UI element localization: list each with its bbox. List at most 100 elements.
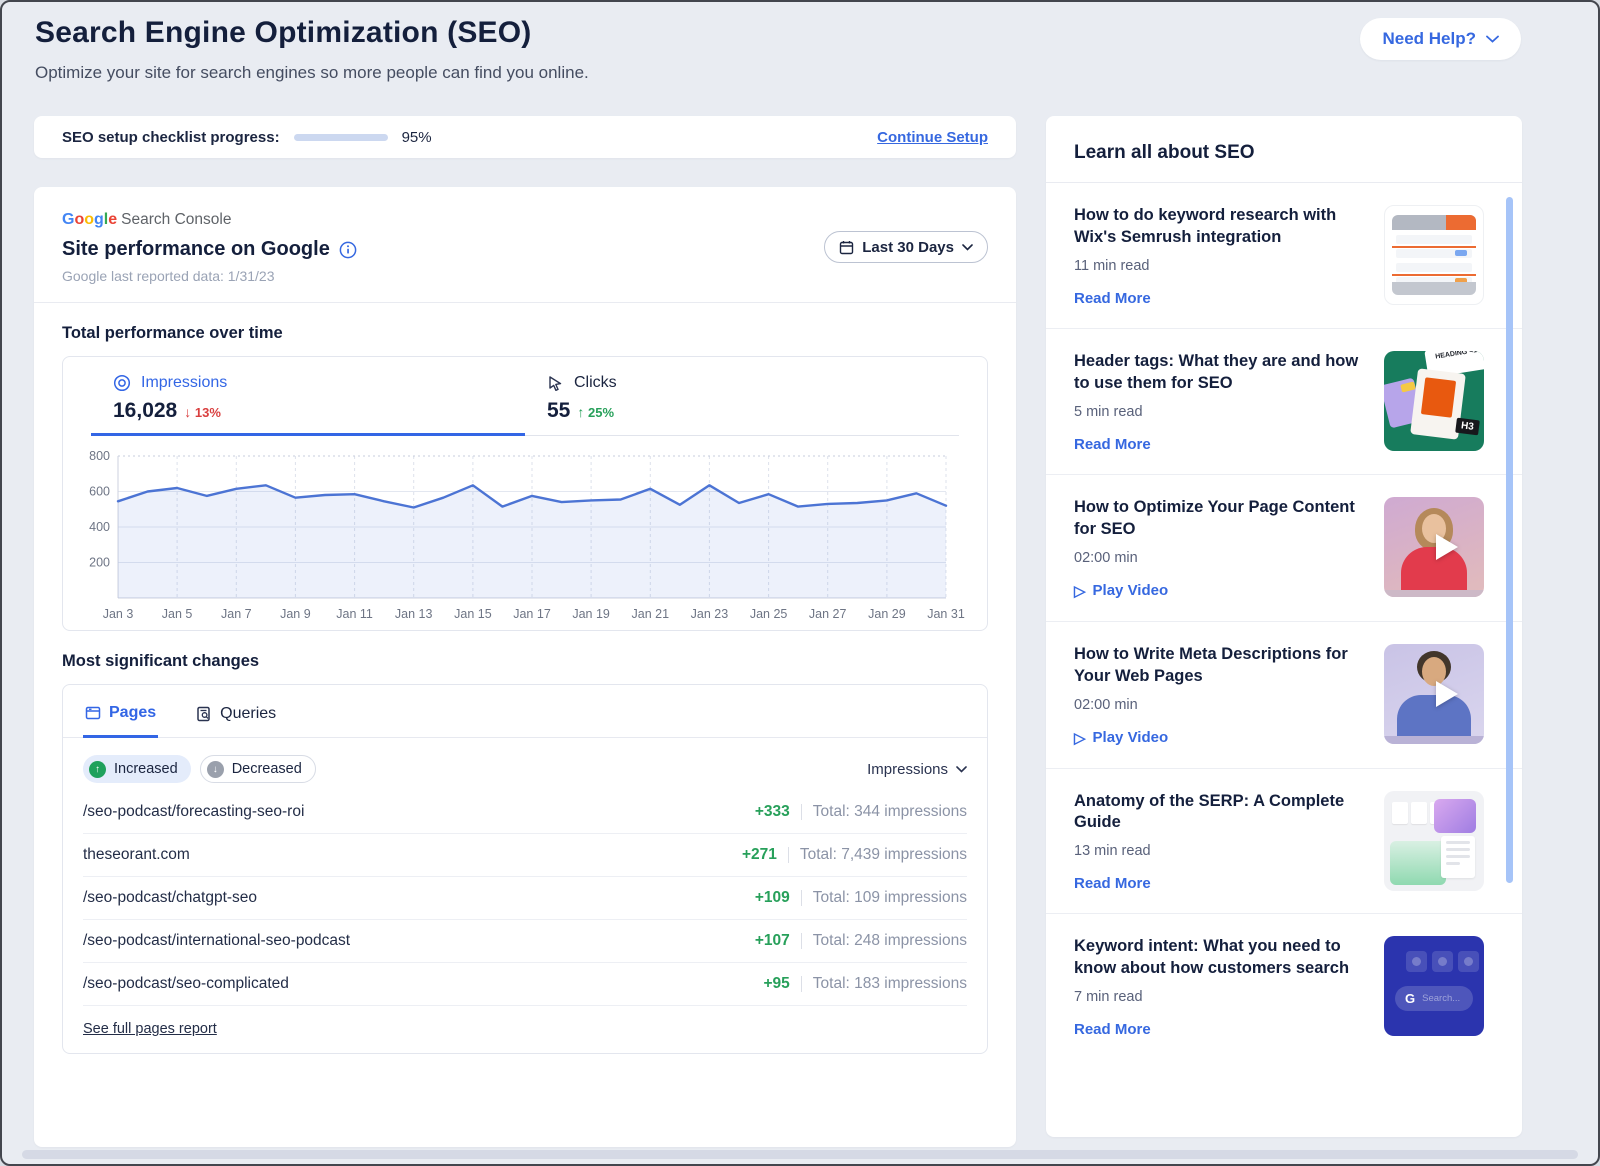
svg-text:Jan 31: Jan 31 bbox=[927, 607, 965, 621]
progress-bar bbox=[293, 133, 388, 141]
table-row[interactable]: /seo-podcast/seo-complicated +95 Total: 1… bbox=[83, 963, 967, 1006]
article-meta: 13 min read bbox=[1074, 843, 1151, 860]
pages-icon bbox=[85, 705, 101, 721]
need-help-button[interactable]: Need Help? bbox=[1360, 18, 1521, 60]
google-g-logo: G bbox=[1405, 991, 1416, 1007]
pages-tab-label: Pages bbox=[109, 704, 157, 721]
row-delta: +271 bbox=[741, 846, 777, 863]
article-title[interactable]: How to do keyword research with Wix's Se… bbox=[1074, 206, 1337, 246]
vertical-scrollbar[interactable] bbox=[1506, 197, 1513, 883]
progress-label: SEO setup checklist progress: bbox=[62, 128, 280, 146]
list-item: How to Optimize Your Page Content for SE… bbox=[1046, 475, 1522, 622]
google-logo-letter: G bbox=[62, 211, 75, 228]
info-icon[interactable] bbox=[339, 241, 357, 259]
clicks-label: Clicks bbox=[574, 374, 617, 391]
divider bbox=[800, 933, 802, 949]
table-row[interactable]: /seo-podcast/forecasting-seo-roi +333 Tot… bbox=[83, 791, 967, 834]
read-more-link[interactable]: Read More bbox=[1074, 875, 1151, 893]
svg-text:600: 600 bbox=[89, 485, 110, 499]
row-total: Total: 183 impressions bbox=[812, 975, 967, 992]
article-title[interactable]: How to Write Meta Descriptions for Your … bbox=[1074, 644, 1348, 685]
progress-percent: 95% bbox=[401, 128, 432, 146]
svg-text:Jan 5: Jan 5 bbox=[162, 607, 193, 621]
row-delta: +109 bbox=[754, 889, 790, 906]
filter-decreased[interactable]: ↓ Decreased bbox=[199, 755, 316, 783]
divider bbox=[800, 804, 802, 820]
article-meta: 11 min read bbox=[1074, 257, 1150, 274]
list-item: How to do keyword research with Wix's Se… bbox=[1046, 183, 1522, 329]
decreased-label: Decreased bbox=[231, 761, 302, 777]
svg-text:Jan 3: Jan 3 bbox=[103, 607, 134, 621]
list-item: How to Write Meta Descriptions for Your … bbox=[1046, 622, 1522, 769]
divider bbox=[34, 302, 1016, 303]
read-more-link[interactable]: Read More bbox=[1074, 1021, 1151, 1039]
up-arrow-icon: ↑ bbox=[577, 404, 585, 420]
play-icon: ▷ bbox=[1074, 582, 1086, 600]
read-more-link[interactable]: Read More bbox=[1074, 435, 1151, 453]
google-search-bar: G Search... bbox=[1395, 986, 1473, 1012]
tab-impressions[interactable]: Impressions 16,028 ↓ 13% bbox=[91, 357, 525, 436]
play-button-icon bbox=[1436, 533, 1458, 560]
thumbnail-serp-guide[interactable] bbox=[1384, 790, 1484, 891]
table-row[interactable]: /seo-podcast/international-seo-podcast +… bbox=[83, 920, 967, 963]
sort-dropdown[interactable]: Impressions bbox=[867, 761, 967, 778]
gsc-header: Google Search Console Site performance on… bbox=[34, 187, 1016, 284]
thumbnail-semrush-table[interactable] bbox=[1384, 205, 1484, 305]
search-placeholder: Search... bbox=[1422, 993, 1461, 1005]
thumbnail-video-presenter[interactable] bbox=[1384, 643, 1484, 744]
table-row[interactable]: /seo-podcast/chatgpt-seo +109 Total: 109 … bbox=[83, 877, 967, 920]
continue-setup-link[interactable]: Continue Setup bbox=[877, 128, 988, 146]
clicks-value: 55 bbox=[547, 399, 571, 422]
svg-text:200: 200 bbox=[89, 556, 110, 570]
queries-icon bbox=[196, 706, 212, 722]
thumbnail-video-presenter[interactable] bbox=[1384, 496, 1484, 597]
svg-text:Jan 9: Jan 9 bbox=[280, 607, 311, 621]
see-full-report-link[interactable]: See full pages report bbox=[83, 1021, 217, 1037]
thumbnail-header-tags[interactable]: HEADING <1> H3 bbox=[1384, 350, 1484, 451]
row-delta: +333 bbox=[754, 803, 790, 820]
play-video-link[interactable]: ▷ Play Video bbox=[1074, 582, 1169, 600]
article-meta: 5 min read bbox=[1074, 403, 1143, 420]
play-video-link[interactable]: ▷ Play Video bbox=[1074, 729, 1169, 747]
date-range-label: Last 30 Days bbox=[862, 238, 954, 256]
svg-text:Jan 15: Jan 15 bbox=[454, 607, 492, 621]
article-title[interactable]: Keyword intent: What you need to know ab… bbox=[1074, 937, 1350, 978]
article-title[interactable]: How to Optimize Your Page Content for SE… bbox=[1074, 497, 1355, 538]
article-meta: 7 min read bbox=[1074, 989, 1143, 1006]
chevron-down-icon bbox=[962, 243, 973, 251]
article-meta: 02:00 min bbox=[1074, 696, 1138, 713]
list-item: Header tags: What they are and how to us… bbox=[1046, 329, 1522, 475]
clicks-delta: 25% bbox=[587, 405, 615, 420]
table-row[interactable]: theseorant.com +271 Total: 7,439 impressi… bbox=[83, 834, 967, 877]
article-title[interactable]: Anatomy of the SERP: A Complete Guide bbox=[1074, 791, 1345, 832]
chevron-down-icon bbox=[956, 765, 967, 773]
svg-text:Jan 19: Jan 19 bbox=[572, 607, 610, 621]
calendar-icon bbox=[839, 240, 854, 255]
page-title: Search Engine Optimization (SEO) bbox=[35, 16, 532, 49]
horizontal-scrollbar[interactable] bbox=[22, 1150, 1578, 1159]
tab-clicks[interactable]: Clicks 55 ↑ 25% bbox=[525, 357, 959, 436]
filter-increased[interactable]: ↑ Increased bbox=[83, 755, 191, 783]
date-range-dropdown[interactable]: Last 30 Days bbox=[824, 231, 988, 263]
clicks-cursor-icon bbox=[547, 375, 564, 392]
row-path: /seo-podcast/seo-complicated bbox=[83, 975, 289, 992]
setup-progress-card: SEO setup checklist progress: 95% Contin… bbox=[34, 116, 1016, 158]
row-path: theseorant.com bbox=[83, 846, 190, 863]
article-title[interactable]: Header tags: What they are and how to us… bbox=[1074, 351, 1359, 392]
row-total: Total: 109 impressions bbox=[812, 889, 967, 906]
row-path: /seo-podcast/international-seo-podcast bbox=[83, 932, 351, 949]
increased-label: Increased bbox=[114, 761, 178, 777]
tab-queries[interactable]: Queries bbox=[194, 685, 278, 737]
queries-tab-label: Queries bbox=[220, 705, 277, 722]
svg-text:Jan 25: Jan 25 bbox=[750, 607, 788, 621]
play-button-icon bbox=[1436, 680, 1458, 707]
divider bbox=[800, 976, 802, 992]
google-search-console-logo: Google Search Console bbox=[62, 211, 232, 228]
site-performance-card: Google Search Console Site performance on… bbox=[34, 187, 1016, 1147]
article-meta: 02:00 min bbox=[1074, 549, 1138, 566]
tab-pages[interactable]: Pages bbox=[83, 685, 159, 738]
read-more-link[interactable]: Read More bbox=[1074, 289, 1151, 307]
svg-text:Jan 11: Jan 11 bbox=[336, 607, 373, 621]
thumbnail-keyword-intent[interactable]: G Search... bbox=[1384, 936, 1484, 1037]
